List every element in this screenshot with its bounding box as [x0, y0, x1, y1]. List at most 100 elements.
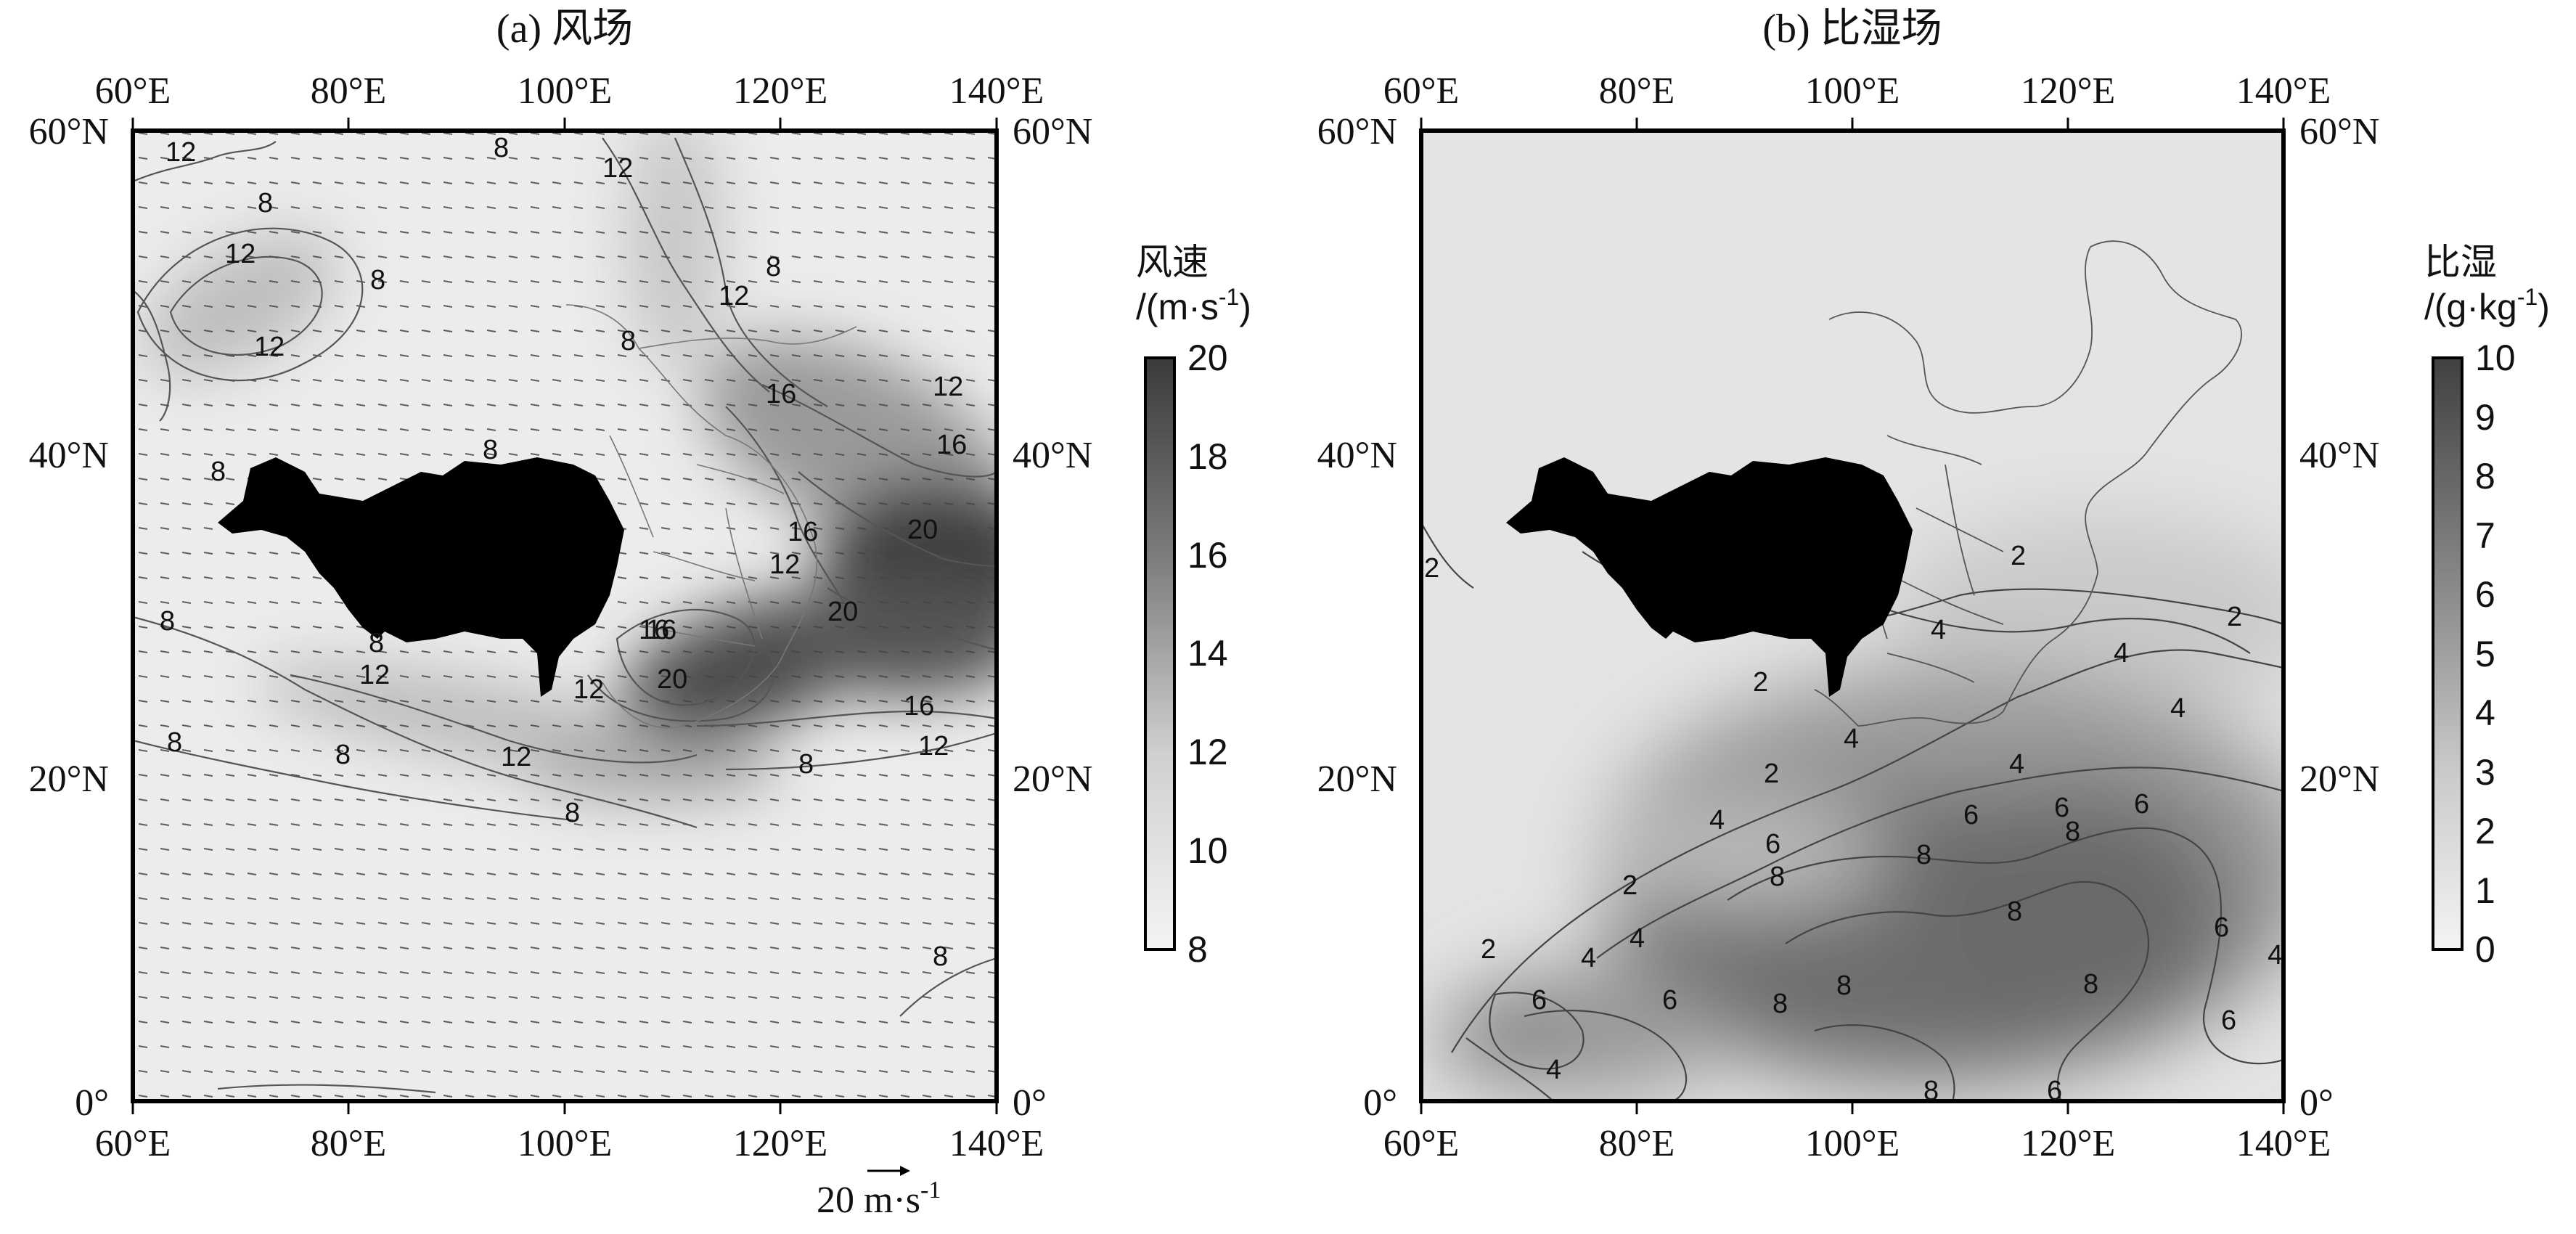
y-tick-label: 0°	[1363, 1082, 1397, 1124]
panel-b-tick-marks	[1420, 118, 2285, 1114]
colorbar-tick: 20	[1187, 338, 1228, 378]
y-tick-label: 40°N	[29, 435, 109, 476]
contour-label: 8	[798, 749, 814, 780]
contour-label: 8	[483, 435, 498, 465]
contour-label: 8	[933, 941, 948, 972]
contour-label: 6	[2134, 789, 2149, 820]
y-tick-label: 0°	[1013, 1082, 1047, 1124]
contour-label: 12	[501, 742, 531, 772]
contour-label: 16	[904, 691, 934, 722]
x-tick-label: 80°E	[311, 1123, 387, 1164]
x-tick-label: 120°E	[2021, 70, 2116, 112]
contour-label: 12	[359, 660, 390, 690]
panel-a-y-ticks-right: 0° 20°N 40°N 60°N	[1013, 111, 1092, 1124]
contour-label: 6	[2047, 1076, 2062, 1106]
x-tick-label: 80°E	[1599, 70, 1675, 112]
y-tick-label: 60°N	[2299, 111, 2379, 152]
contour-label: 6	[2214, 912, 2229, 943]
x-tick-label: 100°E	[1805, 1123, 1900, 1164]
colorbar-tick: 12	[1187, 732, 1228, 772]
x-tick-label: 140°E	[949, 1123, 1044, 1164]
contour-label: 6	[1662, 985, 1677, 1016]
contour-label: 6	[1532, 985, 1547, 1016]
panel-b-y-ticks-right: 0° 20°N 40°N 60°N	[2299, 111, 2379, 1124]
contour-label: 4	[1709, 805, 1725, 835]
panel-a-colorbar: 风速 /(m·s-1) 8 10 12 14 16 18 20	[1136, 242, 1251, 970]
contour-label: 20	[657, 664, 687, 695]
colorbar-title: 比湿	[2424, 242, 2497, 282]
panel-a-wind-field: (a) 风场	[29, 7, 1251, 1221]
panel-a-x-ticks-top: 60°E 80°E 100°E 120°E 140°E	[95, 70, 1044, 112]
colorbar-gradient	[1144, 356, 1176, 951]
contour-label: 8	[369, 628, 384, 658]
contour-label: 12	[602, 153, 633, 184]
x-tick-label: 140°E	[949, 70, 1044, 112]
contour-label: 8	[2007, 896, 2022, 927]
x-tick-label: 120°E	[733, 1123, 828, 1164]
colorbar-tick: 8	[1187, 929, 1208, 970]
colorbar-tick: 7	[2475, 515, 2495, 556]
contour-label: 12	[573, 674, 604, 705]
y-tick-label: 40°N	[2299, 435, 2379, 476]
contour-label: 8	[160, 606, 175, 637]
contour-label: 12	[165, 137, 196, 168]
contour-label: 12	[933, 372, 963, 402]
contour-label: 16	[639, 615, 669, 645]
colorbar-tick: 14	[1187, 633, 1228, 674]
contour-label: 2	[1764, 759, 1779, 789]
x-tick-label: 60°E	[95, 1123, 171, 1164]
reference-vector-label: 20 m·s-1	[817, 1177, 941, 1221]
contour-label: 20	[827, 597, 858, 627]
contour-label: 6	[1765, 829, 1780, 859]
contour-label: 6	[2221, 1005, 2236, 1036]
x-tick-label: 80°E	[1599, 1123, 1675, 1164]
panel-a-boundaries	[565, 304, 857, 729]
colorbar-tick: 9	[2475, 397, 2495, 438]
colorbar-tick: 0	[2475, 929, 2495, 970]
contour-label: 2	[1622, 870, 1637, 901]
colorbar-tick: 10	[1187, 830, 1228, 871]
x-tick-label: 100°E	[1805, 70, 1900, 112]
colorbar-unit: /(m·s-1)	[1136, 284, 1251, 327]
y-tick-label: 20°N	[1013, 759, 1092, 800]
panel-b-colorbar: 比湿 /(g·kg-1) 0 1 2 3 4 5 6 7 8 9 10	[2424, 242, 2550, 970]
panel-b-specific-humidity: (b) 比湿场	[1317, 7, 2550, 1164]
colorbar-tick: 3	[2475, 752, 2495, 793]
x-tick-label: 80°E	[311, 70, 387, 112]
panel-b-x-ticks-bottom: 60°E 80°E 100°E 120°E 140°E	[1383, 1123, 2331, 1164]
contour-label: 8	[1770, 862, 1785, 892]
contour-label: 4	[2170, 693, 2185, 724]
contour-label: 16	[936, 430, 967, 460]
contour-label: 4	[1630, 923, 1645, 954]
colorbar-tick: 16	[1187, 535, 1228, 576]
y-tick-label: 20°N	[29, 759, 109, 800]
contour-label: 8	[494, 133, 509, 163]
contour-label: 16	[646, 615, 676, 645]
contour-label: 8	[258, 188, 273, 218]
contour-label: 8	[1916, 840, 1931, 870]
contour-label: 8	[370, 265, 385, 295]
panel-a-contour-labels: 12 8 12 8 12 8 12 8 12 8 16 12 16 8 8 16…	[160, 133, 967, 972]
y-tick-label: 0°	[2299, 1082, 2334, 1124]
contour-label: 4	[1931, 615, 1946, 645]
panel-b-x-ticks-top: 60°E 80°E 100°E 120°E 140°E	[1383, 70, 2331, 112]
contour-label: 8	[1923, 1076, 1939, 1106]
panel-a-map-area	[133, 131, 997, 1101]
contour-label: 12	[769, 549, 800, 580]
panel-b-title: (b) 比湿场	[1762, 7, 1942, 52]
y-tick-label: 20°N	[2299, 759, 2379, 800]
colorbar-tick: 5	[2475, 634, 2495, 674]
colorbar-title: 风速	[1136, 242, 1209, 282]
y-tick-label: 40°N	[1317, 435, 1397, 476]
contour-label: 8	[167, 727, 182, 758]
contour-label: 2	[1481, 934, 1496, 965]
contour-label: 8	[1836, 971, 1852, 1001]
panel-a-title: (a) 风场	[496, 7, 633, 52]
contour-label: 4	[2268, 940, 2283, 971]
colorbar-unit: /(g·kg-1)	[2424, 284, 2550, 327]
contour-label: 12	[719, 281, 749, 311]
contour-label: 12	[254, 332, 285, 362]
contour-label: 20	[907, 515, 938, 545]
colorbar-tick: 10	[2475, 338, 2516, 378]
